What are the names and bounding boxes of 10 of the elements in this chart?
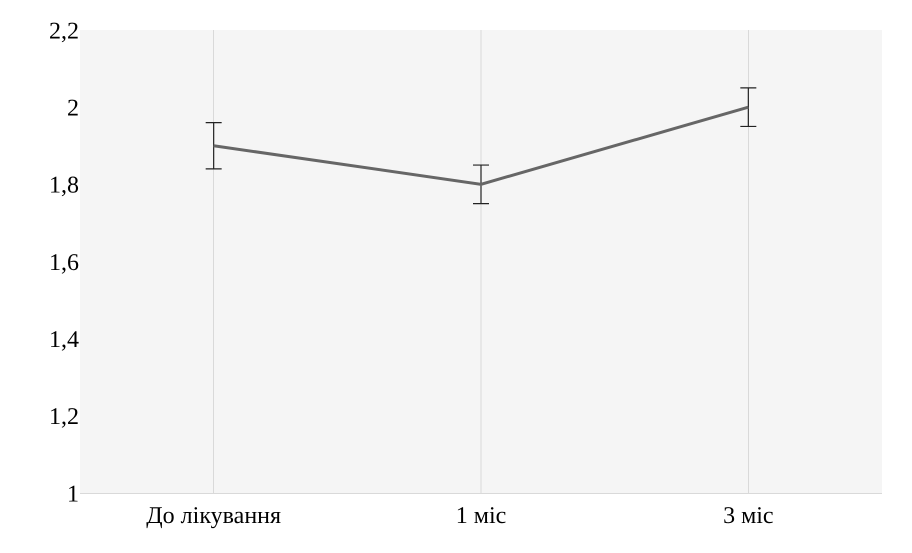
- y-tick-label: 1,2: [49, 404, 79, 430]
- y-tick-label: 1,8: [49, 172, 79, 199]
- y-tick-label: 1: [67, 481, 79, 508]
- x-tick-label: 1 міс: [456, 502, 506, 529]
- y-tick-label: 1,4: [49, 327, 79, 354]
- y-tick-label: 2: [67, 96, 79, 122]
- x-tick-label: До лікування: [146, 502, 282, 529]
- y-tick-label: 1,6: [49, 250, 79, 276]
- y-tick-label: 2,2: [49, 18, 79, 44]
- x-tick-label: 3 міс: [723, 502, 774, 529]
